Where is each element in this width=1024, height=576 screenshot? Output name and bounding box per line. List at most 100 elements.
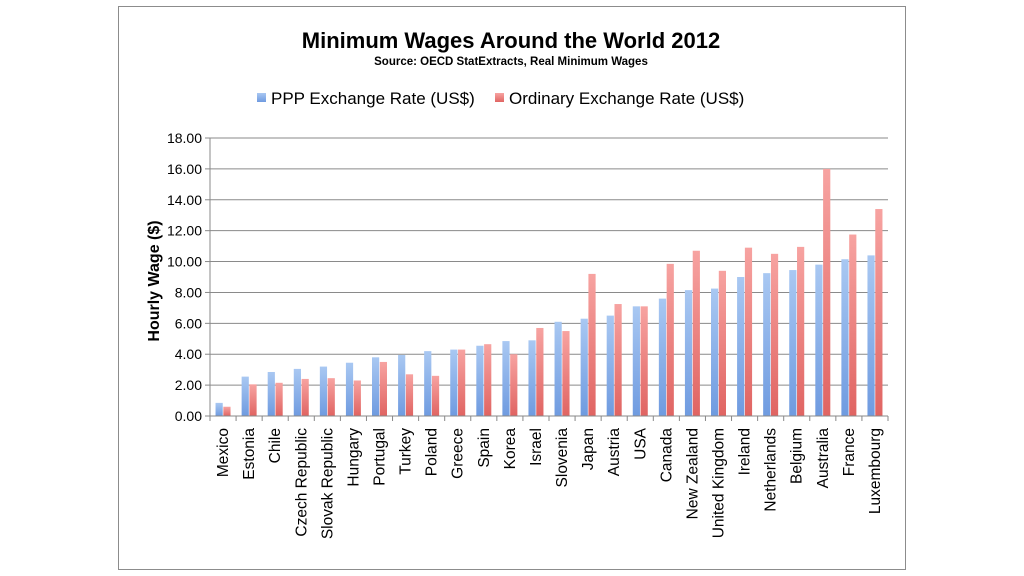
y-tick-label: 6.00	[175, 315, 202, 331]
category-label: Slovak Republic	[319, 428, 336, 539]
bar-ppp	[319, 366, 328, 416]
bar-ordinary	[692, 250, 700, 416]
category-label: Hungary	[345, 428, 362, 487]
bars	[215, 168, 883, 416]
y-tick-label: 14.00	[167, 192, 202, 208]
bar-ordinary	[875, 209, 883, 416]
bar-ppp	[763, 273, 771, 416]
bar-ordinary	[718, 270, 726, 416]
bar-ppp	[528, 340, 536, 416]
bar-ordinary	[744, 247, 753, 416]
category-label: Mexico	[215, 428, 232, 477]
y-tick-label: 4.00	[175, 346, 202, 362]
bar-ordinary	[275, 382, 283, 416]
bar-ppp	[424, 351, 432, 416]
bar-ppp	[554, 321, 562, 416]
bar-ppp	[815, 264, 823, 416]
category-label: Turkey	[398, 428, 415, 475]
category-label: Korea	[502, 428, 519, 470]
bar-ordinary	[562, 331, 570, 416]
category-label: Spain	[476, 428, 493, 468]
bar-ppp	[684, 290, 693, 416]
legend-swatch-ordinary	[495, 93, 504, 102]
bar-ordinary	[353, 380, 361, 416]
category-label: United Kingdom	[711, 428, 728, 538]
bar-ppp	[606, 315, 614, 416]
x-axis-labels: Mexico Estonia Chile Czech Republic Slovak R…	[209, 416, 889, 539]
bar-ordinary	[536, 327, 544, 416]
bar-ppp	[293, 368, 301, 416]
bar-ppp	[398, 354, 406, 416]
bar-ordinary	[588, 273, 596, 416]
category-label: Belgium	[789, 428, 806, 484]
y-tick-label: 0.00	[175, 408, 202, 424]
bar-ordinary	[823, 168, 831, 416]
category-label: Japan	[580, 428, 597, 470]
bar-ordinary	[849, 234, 857, 416]
category-label: Czech Republic	[293, 428, 310, 537]
bar-ppp	[215, 402, 223, 416]
category-label: Chile	[267, 428, 284, 463]
chart: Minimum Wages Around the World 2012 Sour…	[146, 28, 889, 539]
category-label: Canada	[658, 428, 675, 483]
category-label: Slovenia	[554, 428, 571, 488]
chart-title: Minimum Wages Around the World 2012	[302, 28, 720, 53]
bar-ppp	[789, 270, 797, 416]
category-label: Luxembourg	[867, 428, 884, 514]
legend-label-ppp: PPP Exchange Rate (US$)	[271, 89, 475, 108]
category-label: Netherlands	[763, 428, 780, 512]
bar-ppp	[658, 298, 667, 416]
category-label: New Zealand	[684, 428, 701, 519]
bar-ordinary	[301, 378, 309, 416]
bar-ordinary	[223, 406, 231, 416]
gridlines	[210, 137, 888, 417]
bar-ordinary	[640, 306, 648, 416]
category-label: Australia	[815, 428, 832, 489]
category-label: France	[841, 428, 858, 476]
bar-ppp	[345, 362, 354, 416]
bar-ordinary	[666, 263, 674, 416]
legend-swatch-ppp	[257, 93, 266, 102]
category-label: Portugal	[372, 428, 389, 486]
category-label: Estonia	[241, 428, 258, 480]
bar-ordinary	[431, 375, 440, 416]
y-axis-label: Hourly Wage ($)	[146, 220, 163, 341]
y-tick-label: 18.00	[167, 130, 202, 146]
bar-ordinary	[379, 361, 387, 416]
bar-ppp	[241, 376, 249, 416]
legend-label-ordinary: Ordinary Exchange Rate (US$)	[509, 89, 744, 108]
y-tick-label: 12.00	[167, 223, 202, 239]
bar-ppp	[711, 288, 719, 416]
category-label: Ireland	[737, 428, 754, 475]
legend: PPP Exchange Rate (US$) Ordinary Exchang…	[257, 89, 744, 108]
category-label: Poland	[424, 428, 441, 476]
bar-ordinary	[249, 384, 257, 416]
bar-ordinary	[797, 246, 805, 416]
category-label: Greece	[450, 428, 467, 479]
y-tick-label: 2.00	[175, 377, 202, 393]
category-label: USA	[632, 427, 649, 460]
chart-frame: Minimum Wages Around the World 2012 Sour…	[118, 6, 906, 570]
chart-subtitle: Source: OECD StatExtracts, Real Minimum …	[374, 56, 648, 68]
bar-ppp	[580, 318, 588, 416]
bar-ppp	[867, 255, 875, 416]
bar-ordinary	[484, 344, 492, 416]
bar-ordinary	[327, 378, 335, 416]
y-tick-label: 8.00	[175, 284, 202, 300]
bar-ppp	[502, 341, 510, 416]
bar-ppp	[737, 277, 745, 416]
bar-ppp	[450, 349, 458, 416]
bar-ordinary	[510, 354, 518, 416]
bar-ordinary	[770, 253, 779, 416]
bar-ppp	[267, 371, 275, 416]
bar-ordinary	[614, 304, 622, 416]
bar-ppp	[632, 306, 640, 416]
bar-ppp	[841, 259, 849, 416]
y-tick-label: 10.00	[167, 254, 202, 270]
y-tick-label: 16.00	[167, 161, 202, 177]
bar-ordinary	[405, 374, 414, 416]
bar-ordinary	[458, 349, 466, 416]
bar-ppp	[372, 357, 380, 416]
category-label: Austria	[606, 428, 623, 477]
category-label: Israel	[528, 428, 545, 466]
